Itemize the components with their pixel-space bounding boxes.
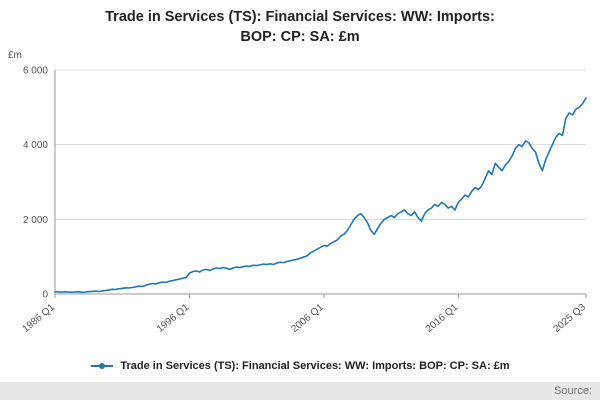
- source-label: Source:: [554, 385, 592, 397]
- line-chart-svg: £m 0 2 000 4 000 6 000 1986 Q1 1996 Q1 2006 Q1 2…: [8, 50, 588, 335]
- chart-legend: Trade in Services (TS): Financial Servic…: [0, 360, 600, 372]
- x-tick-label: 2025 Q3: [551, 302, 588, 335]
- y-tick-label: 6 000: [23, 66, 48, 77]
- chart-title-line-1: Trade in Services (TS): Financial Servic…: [105, 9, 495, 25]
- legend-series-label: Trade in Services (TS): Financial Servic…: [120, 360, 510, 372]
- footer-source-bar: Source:: [0, 382, 600, 400]
- x-tick-label: 2016 Q1: [424, 302, 461, 335]
- x-tick-label: 1996 Q1: [155, 302, 192, 335]
- legend-line-marker-icon: [91, 363, 114, 369]
- chart-area: £m 0 2 000 4 000 6 000 1986 Q1 1996 Q1 2006 Q1 2…: [0, 46, 600, 348]
- x-tick-label: 1986 Q1: [20, 302, 57, 335]
- data-series-line: [54, 97, 587, 294]
- y-axis-unit-label: £m: [8, 50, 22, 61]
- chart-title-line-2: BOP: CP: SA: £m: [240, 28, 360, 45]
- y-tick-label: 2 000: [23, 215, 48, 226]
- y-tick-label: 0: [42, 290, 48, 301]
- chart-title: Trade in Services (TS): Financial Servic…: [0, 8, 600, 47]
- x-tick-label: 2006 Q1: [289, 302, 326, 335]
- y-tick-label: 4 000: [23, 140, 48, 151]
